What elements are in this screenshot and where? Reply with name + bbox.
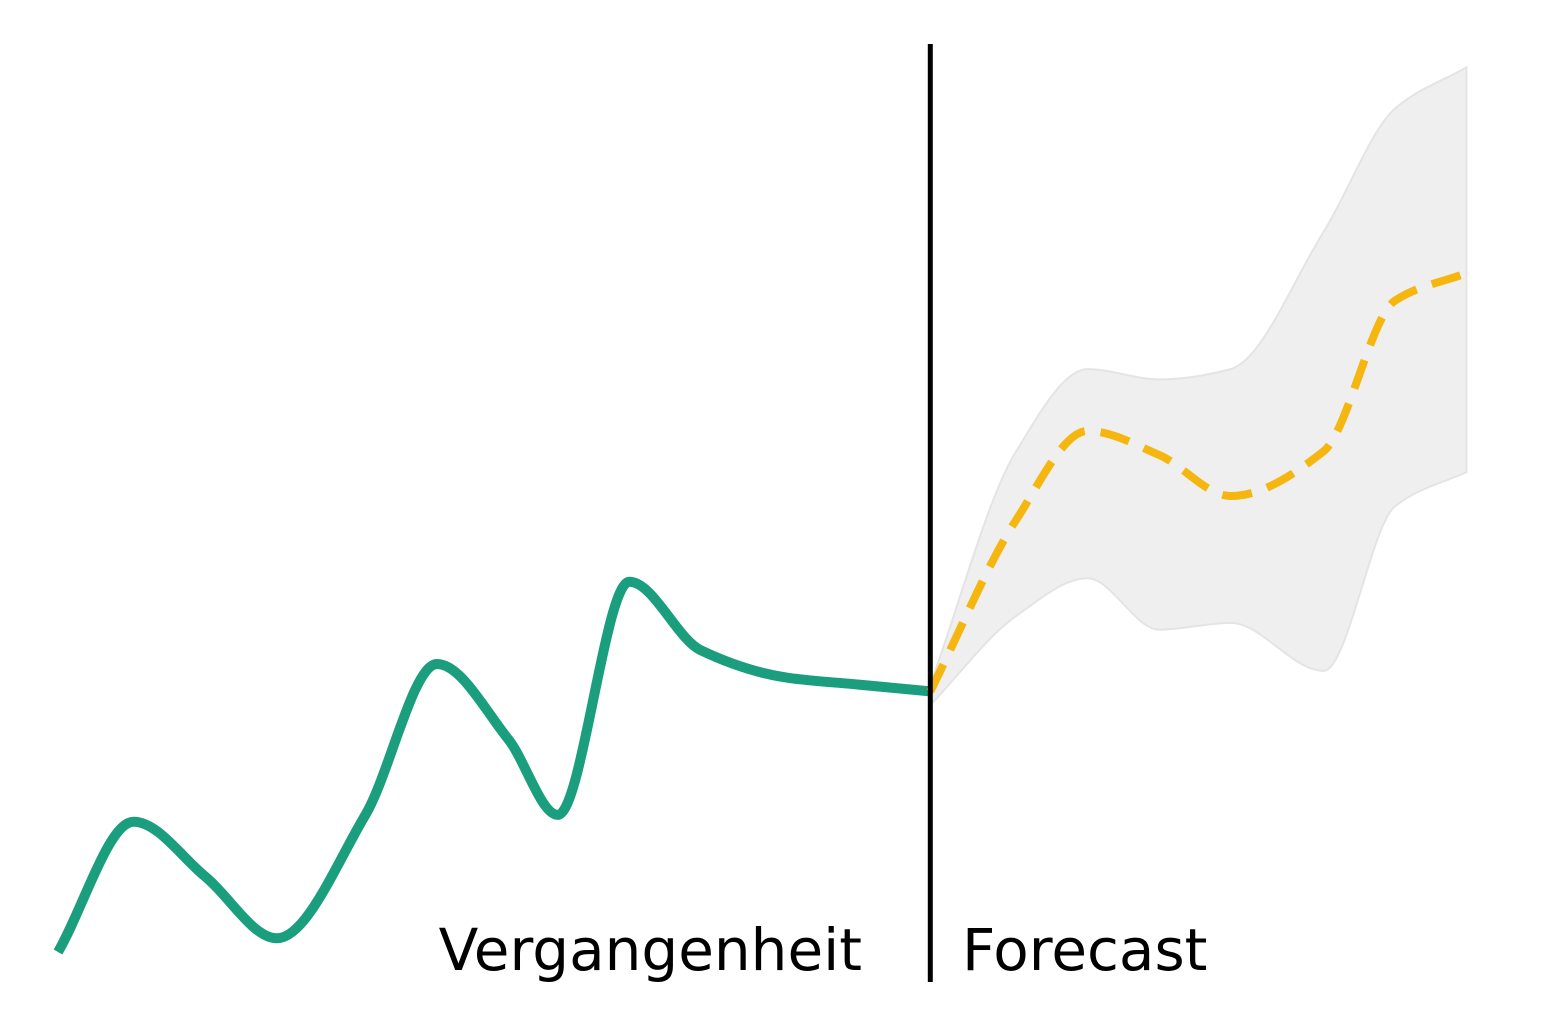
- forecast-series-line: [926, 269, 1468, 694]
- forecast-confidence-band: [929, 65, 1468, 708]
- forecast-label: Forecast: [962, 916, 1207, 984]
- past-label: Vergangenheit: [439, 916, 862, 984]
- history-series-line: [53, 576, 931, 955]
